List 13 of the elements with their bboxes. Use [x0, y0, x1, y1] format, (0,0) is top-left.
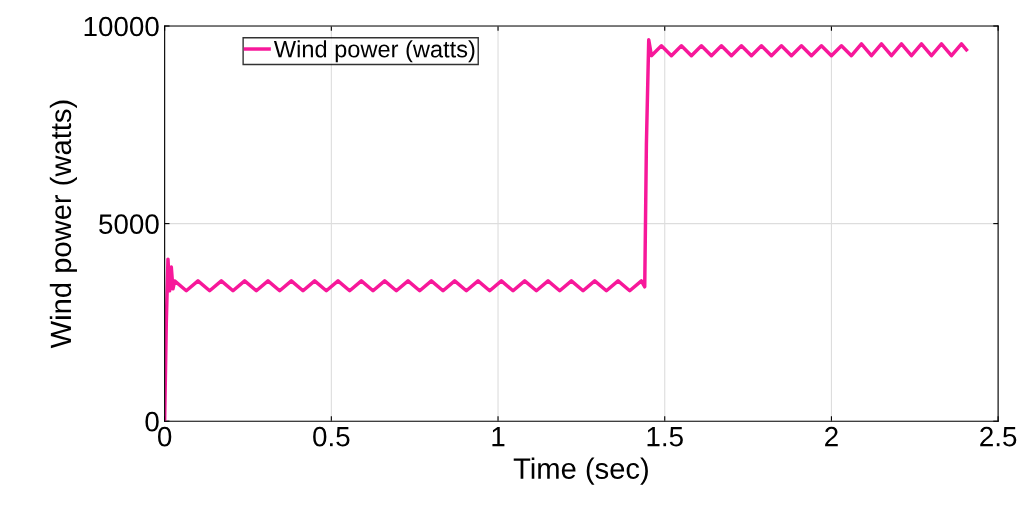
y-tick-label: 0: [145, 411, 159, 432]
x-tick-label: 0: [158, 426, 172, 447]
x-tick-label: 1: [492, 427, 505, 447]
x-tick-label: 0.5: [313, 426, 350, 447]
y-tick-label: 10000: [84, 16, 159, 37]
x-tick-label: 2: [825, 426, 838, 447]
x-tick-label: 1.5: [647, 427, 683, 447]
y-axis-title: Wind power (watts): [49, 100, 77, 349]
x-tick-label: 2.5: [980, 426, 1017, 447]
y-tick-label: 5000: [99, 214, 159, 234]
legend-label: Wind power (watts): [273, 40, 475, 63]
line-series: [164, 38, 969, 422]
x-axis-title: Time (sec): [513, 457, 648, 485]
